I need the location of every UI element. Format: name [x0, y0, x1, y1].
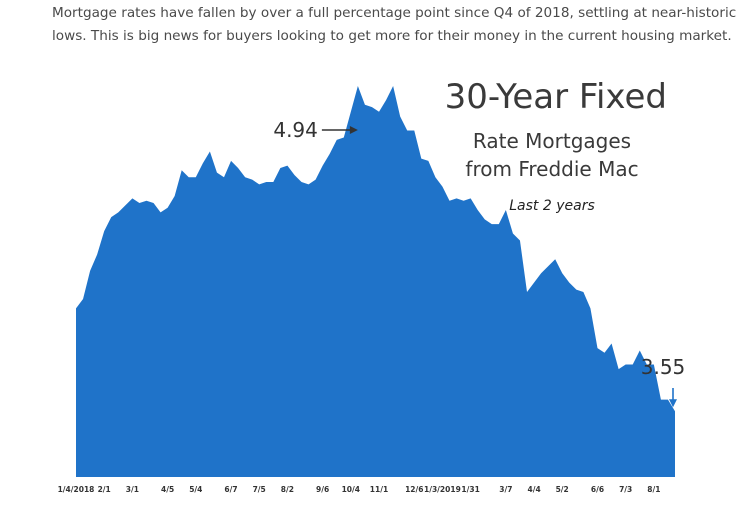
x-tick-label: 3/7: [499, 485, 512, 494]
chart-title: 30-Year Fixed: [445, 77, 667, 117]
x-tick-label: 4/4: [528, 485, 541, 494]
mortgage-rate-chart: 1/4/2018 2/1 3/1 4/5 5/4 6/7 7/5 8/2 9/6 10/4 11/1…: [20, 52, 747, 507]
x-tick-label: 2/1: [98, 485, 111, 494]
x-tick-label: 7/5: [253, 485, 266, 494]
x-axis-tick-labels: 1/4/2018 2/1 3/1 4/5 5/4 6/7 7/5 8/2 9/6 10/4 11/1…: [58, 485, 661, 494]
end-value-label: 3.55: [641, 355, 686, 379]
x-tick-label: 3/1: [126, 485, 139, 494]
x-tick-label: 7/3: [619, 485, 632, 494]
chart-subtitle-line2: from Freddie Mac: [465, 157, 638, 181]
x-tick-label: 9/6: [316, 485, 329, 494]
peak-arrow: [321, 126, 358, 134]
x-tick-label: 5/2: [556, 485, 569, 494]
rate-area-series: [76, 86, 675, 477]
end-arrow: [669, 388, 677, 408]
article-intro-text: Mortgage rates have fallen by over a ful…: [52, 5, 737, 44]
x-tick-label: 6/7: [224, 485, 237, 494]
chart-svg: 1/4/2018 2/1 3/1 4/5 5/4 6/7 7/5 8/2 9/6 10/4 11/1…: [58, 77, 686, 494]
x-tick-label: 1/31: [461, 485, 479, 494]
x-tick-label: 6/6: [591, 485, 604, 494]
chart-period-note: Last 2 years: [509, 198, 595, 214]
x-tick-label: 1/3/2019: [424, 485, 461, 494]
x-tick-label: 8/1: [647, 485, 660, 494]
peak-value-label: 4.94: [273, 118, 318, 142]
x-tick-label: 10/4: [342, 485, 360, 494]
chart-subtitle-line1: Rate Mortgages: [473, 129, 631, 153]
x-tick-label: 5/4: [189, 485, 202, 494]
x-tick-label: 1/4/2018: [58, 485, 95, 494]
x-tick-label: 12/6: [405, 485, 423, 494]
x-tick-label: 11/1: [370, 485, 388, 494]
x-tick-label: 4/5: [161, 485, 174, 494]
x-tick-label: 8/2: [281, 485, 294, 494]
